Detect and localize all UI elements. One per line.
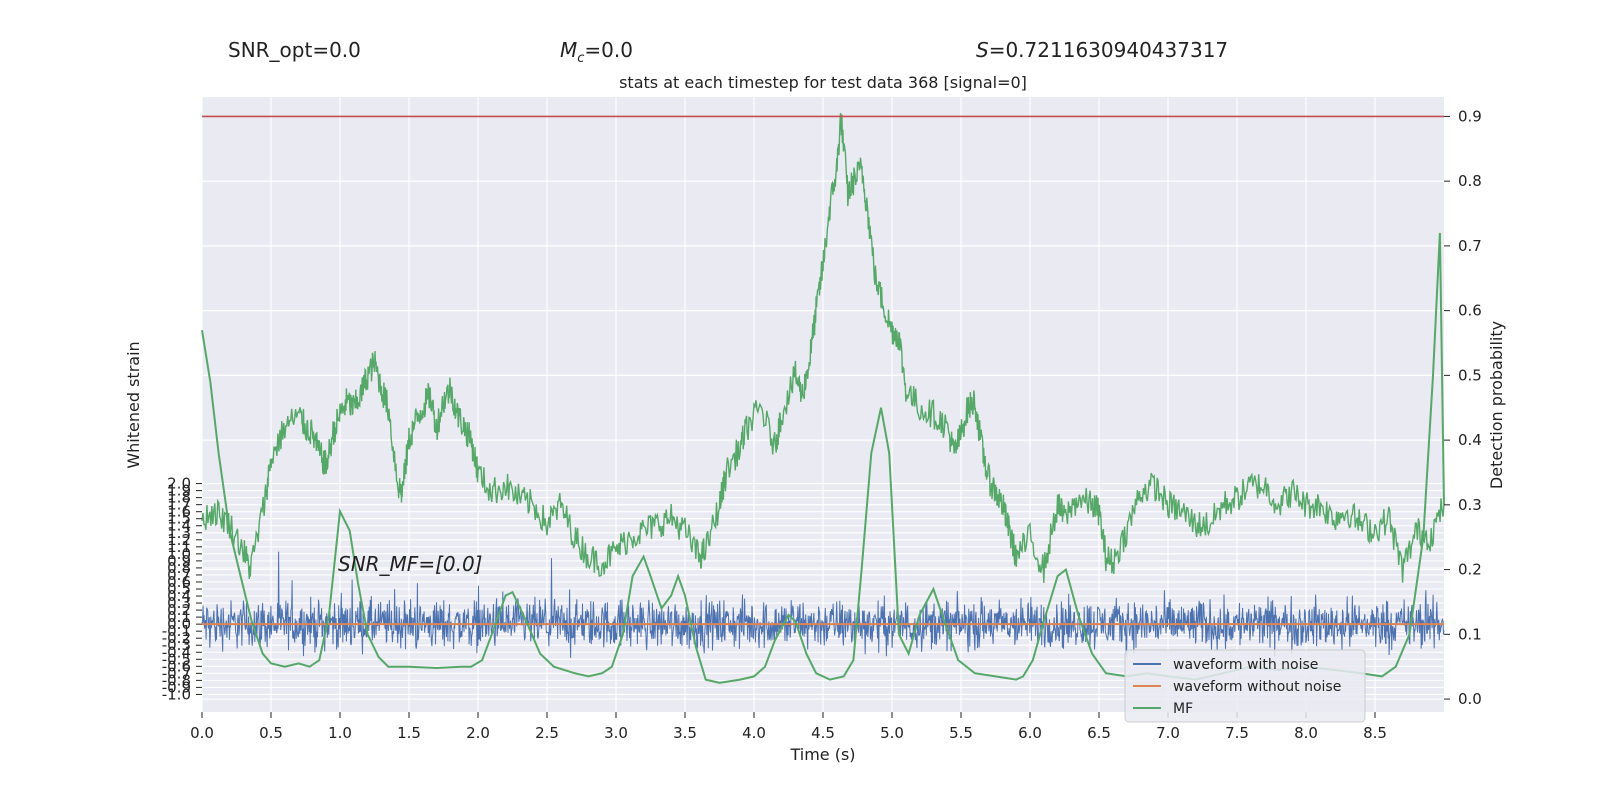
right-tick-label: 0.7 xyxy=(1458,237,1482,255)
left-tick-label: 1.8 xyxy=(167,489,191,507)
left-tick-label: -0.1 xyxy=(162,622,191,640)
left-tick-label: 0.7 xyxy=(167,566,191,584)
x-tick-label: 2.5 xyxy=(535,724,559,742)
right-tick-label: 0.6 xyxy=(1458,302,1482,320)
left-tick-label: 1.6 xyxy=(167,503,191,521)
left-tick-label: 0.0 xyxy=(167,615,191,633)
right-tick-label: 0.4 xyxy=(1458,431,1482,449)
left-tick-label: 1.1 xyxy=(167,538,191,556)
left-tick-label: 1.7 xyxy=(167,496,191,514)
left-tick-label: 0.9 xyxy=(167,552,191,570)
chirp-mass-readout: Mc=0.0 xyxy=(560,38,633,66)
left-tick-label: 2.0 xyxy=(167,475,191,493)
left-tick-label: 0.3 xyxy=(167,594,191,612)
x-tick-label: 6.0 xyxy=(1018,724,1042,742)
right-tick-label: 0.9 xyxy=(1458,107,1482,125)
left-tick-label: -0.9 xyxy=(162,678,191,696)
left-tick-label: -0.5 xyxy=(162,650,191,668)
left-tick-label: -1.0 xyxy=(162,685,191,703)
x-tick-label: 4.5 xyxy=(811,724,835,742)
legend-label: MF xyxy=(1173,701,1193,717)
left-tick-label: 1.2 xyxy=(167,531,191,549)
right-axis-label: Detection probability xyxy=(1487,321,1506,489)
left-tick-label: -0.3 xyxy=(162,636,191,654)
left-tick-label: 0.6 xyxy=(167,573,191,591)
s-value: =0.7211630940437317 xyxy=(988,38,1229,62)
x-tick-label: 8.0 xyxy=(1294,724,1318,742)
legend-box xyxy=(1124,649,1366,723)
chart-title: stats at each timestep for test data 368… xyxy=(619,73,1027,92)
left-tick-label: -0.6 xyxy=(162,657,191,675)
s-symbol: S xyxy=(976,38,989,62)
x-tick-label: 0.5 xyxy=(259,724,283,742)
x-tick-label: 0.0 xyxy=(190,724,214,742)
left-tick-label: 1.5 xyxy=(167,510,191,528)
right-tick-label: 0.3 xyxy=(1458,496,1482,514)
x-tick-label: 2.0 xyxy=(466,724,490,742)
snr-opt-readout: SNR_opt=0.0 xyxy=(228,38,361,62)
x-tick-label: 4.0 xyxy=(742,724,766,742)
x-tick-label: 6.5 xyxy=(1087,724,1111,742)
series-detection-probability xyxy=(201,112,1445,583)
x-axis-label: Time (s) xyxy=(789,745,855,764)
mc-value: =0.0 xyxy=(584,38,633,62)
x-tick-label: 7.0 xyxy=(1156,724,1180,742)
detection-probability-line xyxy=(201,112,1445,583)
right-tick-label: 0.0 xyxy=(1458,690,1482,708)
left-tick-label: -0.4 xyxy=(162,643,191,661)
x-tick-label: 5.0 xyxy=(880,724,904,742)
left-tick-label: 1.3 xyxy=(167,524,191,542)
x-tick-label: 8.5 xyxy=(1363,724,1387,742)
x-tick-label: 3.0 xyxy=(604,724,628,742)
left-tick-label: -0.2 xyxy=(162,629,191,647)
legend-label: waveform with noise xyxy=(1173,657,1318,673)
left-tick-label: 0.2 xyxy=(167,601,191,619)
right-tick-label: 0.1 xyxy=(1458,625,1482,643)
left-tick-label: -0.8 xyxy=(162,671,191,689)
mc-subscript: c xyxy=(577,51,585,66)
left-tick-label: 0.8 xyxy=(167,559,191,577)
legend-label: waveform without noise xyxy=(1173,679,1341,695)
series-waveform-with-noise xyxy=(201,551,1445,658)
x-tick-label: 5.5 xyxy=(949,724,973,742)
snr-mf-annotation: SNR_MF=[0.0] xyxy=(338,552,482,576)
legend: waveform with noise waveform without nois… xyxy=(1124,649,1366,723)
right-tick-label: 0.5 xyxy=(1458,366,1482,384)
left-tick-label: 1.4 xyxy=(167,517,191,535)
left-tick-label: -0.7 xyxy=(162,664,191,682)
chart-text: stats at each timestep for test data 368… xyxy=(124,73,1506,764)
left-tick-label: 0.4 xyxy=(167,587,191,605)
x-tick-label: 3.5 xyxy=(673,724,697,742)
axes: 0.0 0.5 1.0 1.5 2.0 2.5 3.0 3.5 4.0 4.5 5.0 5.5 6.0 6… xyxy=(162,107,1482,742)
left-tick-label: 1.0 xyxy=(167,545,191,563)
noisy-waveform-line xyxy=(201,551,1445,658)
right-tick-label: 0.8 xyxy=(1458,172,1482,190)
mc-symbol: M xyxy=(560,38,578,62)
left-axis-label: Whitened strain xyxy=(124,341,143,468)
x-tick-label: 7.5 xyxy=(1225,724,1249,742)
left-tick-label: 0.5 xyxy=(167,580,191,598)
x-tick-label: 1.0 xyxy=(328,724,352,742)
left-tick-label: 0.1 xyxy=(167,608,191,626)
x-tick-label: 1.5 xyxy=(397,724,421,742)
right-tick-label: 0.2 xyxy=(1458,561,1482,579)
left-tick-label: 1.9 xyxy=(167,482,191,500)
s-stat-readout: S=0.7211630940437317 xyxy=(976,38,1228,62)
